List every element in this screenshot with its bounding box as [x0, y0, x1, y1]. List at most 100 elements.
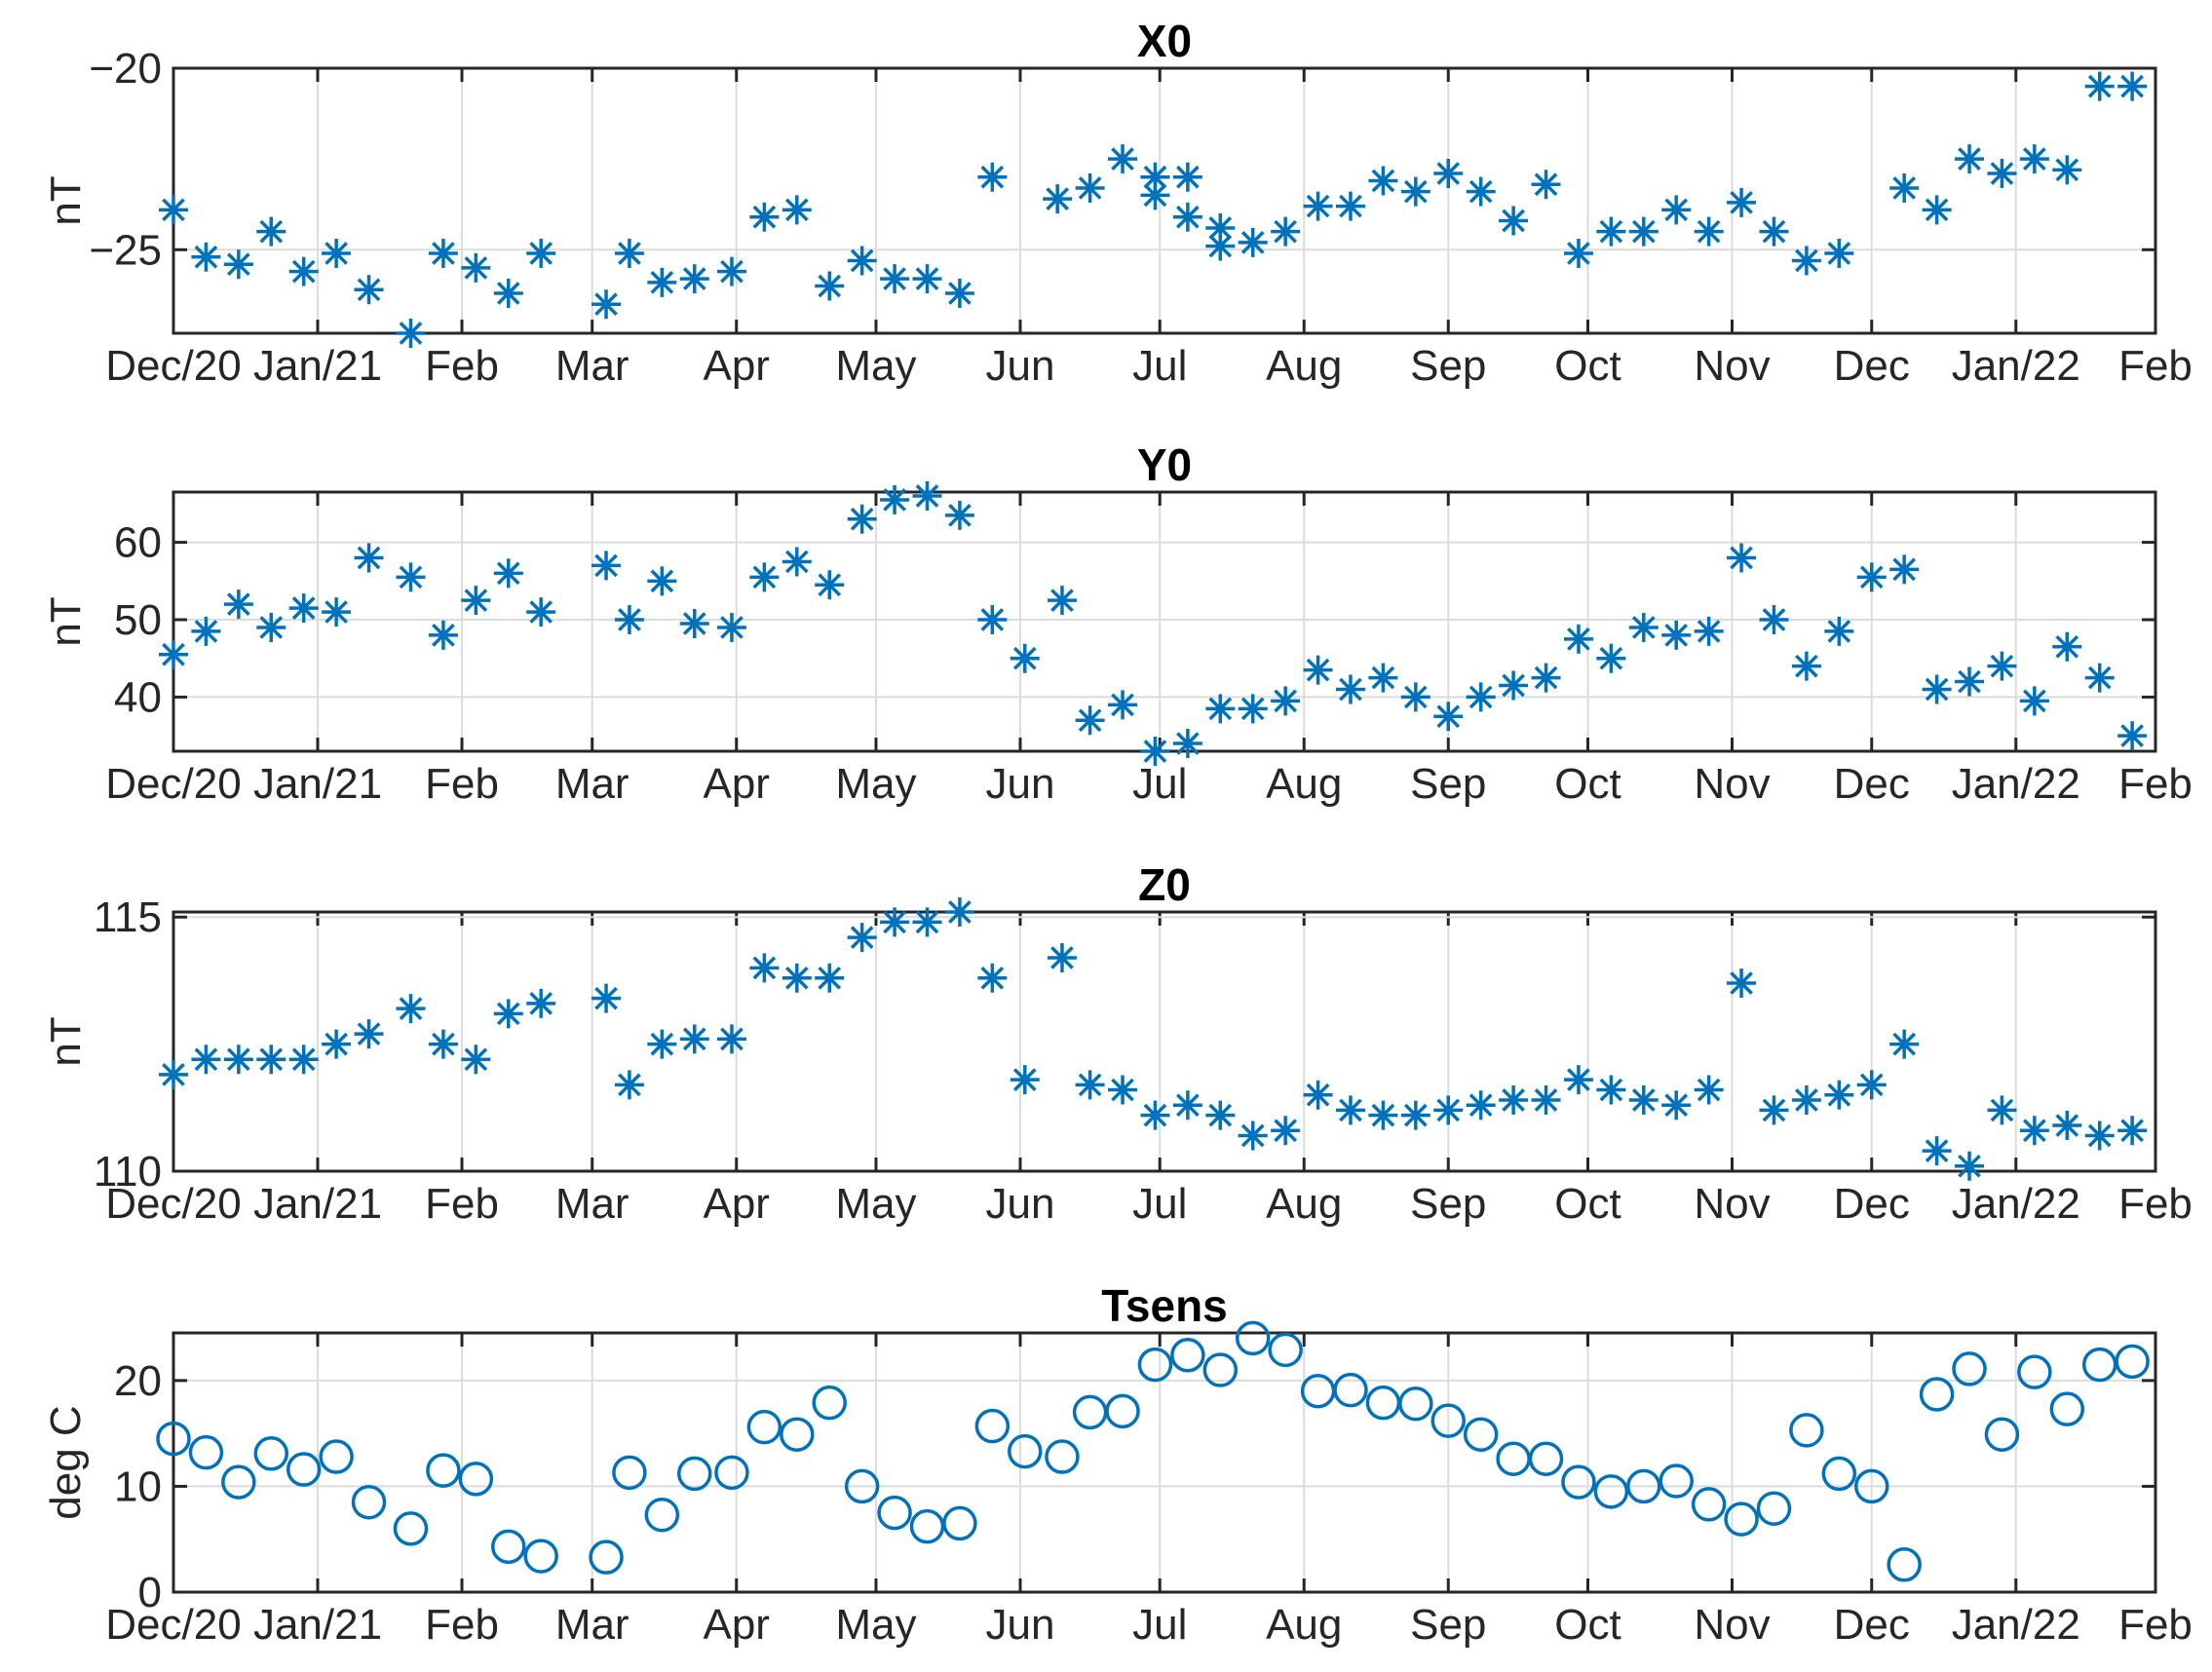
z0-point	[1759, 1095, 1789, 1125]
y0-point	[1922, 674, 1952, 704]
tsens-point	[1789, 1413, 1824, 1448]
z0-point	[1889, 1029, 1920, 1059]
z0-point	[2052, 1111, 2082, 1141]
tsens-xtick-label: Aug	[1266, 1601, 1342, 1649]
z0-point	[1400, 1100, 1430, 1130]
tsens-point	[1952, 1351, 1987, 1387]
tsens-ytick-label: 20	[114, 1357, 162, 1405]
z0-point	[1694, 1075, 1724, 1105]
y0-point	[2019, 686, 2049, 716]
y0-point	[944, 500, 974, 530]
z0-ytick-label: 110	[94, 1148, 162, 1196]
x0-point	[1955, 144, 1985, 174]
x0-point	[679, 264, 709, 294]
x0-xtick-label: May	[835, 342, 916, 390]
z0-point	[1433, 1095, 1464, 1125]
y0-point	[1047, 586, 1077, 616]
y0-xtick-label: Oct	[1554, 760, 1621, 808]
z0-xtick-label: Jan/21	[253, 1180, 382, 1228]
z0-xtick-label: Apr	[703, 1180, 769, 1228]
z0-point	[1856, 1070, 1887, 1100]
x0-axes	[172, 66, 2157, 335]
z0-xtick-label: Feb	[2118, 1180, 2193, 1228]
z0-point	[1205, 1100, 1236, 1130]
z0-point	[591, 983, 622, 1013]
tsens-point	[426, 1453, 461, 1488]
x0-point	[1987, 159, 2017, 189]
tsens-point	[188, 1434, 224, 1470]
y0-point	[1759, 605, 1789, 635]
tsens-point	[2115, 1344, 2150, 1380]
z0-point	[428, 1029, 458, 1059]
tsens-point	[1105, 1393, 1140, 1429]
tsens-point	[1919, 1377, 1955, 1412]
y0-point	[191, 616, 221, 646]
y0-point	[815, 570, 845, 600]
x0-point	[1727, 187, 1757, 217]
x0-series	[159, 71, 2148, 348]
y0-point	[614, 605, 644, 635]
y0-xtick-label: Mar	[555, 760, 629, 808]
x0-point	[1368, 166, 1398, 196]
y0-point	[782, 547, 812, 577]
z0-point	[782, 963, 812, 993]
z0-title: Z0	[1138, 859, 1191, 910]
x0-xtick-label: Dec	[1834, 342, 1910, 390]
z0-xtick-label: Dec	[1834, 1180, 1910, 1228]
x0-point	[1628, 216, 1659, 247]
z0-point	[1563, 1065, 1593, 1095]
x0-point	[614, 239, 644, 269]
x0-point	[1140, 180, 1170, 210]
x0-xtick-label: Feb	[2118, 342, 2193, 390]
y0-point	[1368, 663, 1398, 693]
x0-point	[782, 195, 812, 225]
x0-point	[526, 239, 556, 269]
tsens-point	[612, 1455, 647, 1491]
z0-panel: Z0 nT Dec/20 Jan/21 Feb Mar Apr May Jun Jul Aug S…	[42, 859, 2193, 1228]
tsens-point	[1170, 1338, 1205, 1373]
y0-xtick-label: Dec	[1834, 760, 1910, 808]
x0-point	[191, 242, 221, 272]
z0-point	[647, 1029, 677, 1059]
tsens-point	[1268, 1332, 1303, 1368]
x0-point	[223, 249, 253, 280]
x0-point	[1922, 195, 1952, 225]
z0-point	[461, 1045, 491, 1075]
tsens-xtick-label: Mar	[555, 1601, 629, 1649]
z0-point	[1531, 1084, 1561, 1115]
tsens-xtick-label: Dec	[1834, 1601, 1910, 1649]
z0-xtick-label: Mar	[555, 1180, 629, 1228]
z0-point	[912, 907, 942, 937]
z0-xtick-label: May	[835, 1180, 916, 1228]
z0-xtick-label: Sep	[1410, 1180, 1486, 1228]
x0-point	[1303, 191, 1333, 221]
y0-point	[428, 620, 458, 650]
y0-point	[1238, 694, 1268, 724]
y0-ylabel: nT	[42, 596, 90, 646]
x0-point	[461, 252, 491, 283]
tsens-xtick-label: Apr	[703, 1601, 769, 1649]
z0-point	[1271, 1116, 1301, 1146]
tsens-xtick-label: Feb	[2118, 1601, 2193, 1649]
tsens-point	[1430, 1403, 1467, 1438]
tsens-ylabel: deg C	[42, 1405, 90, 1519]
z0-frame	[172, 910, 2157, 1173]
y0-panel: Y0 nT Dec/20 Jan/21 Feb Mar Apr May Jun Jul Aug S…	[42, 439, 2193, 808]
y0-point	[647, 566, 677, 596]
x0-point	[1466, 176, 1496, 207]
x0-point	[591, 289, 622, 320]
x0-point	[815, 271, 845, 301]
z0-point	[1075, 1070, 1105, 1100]
x0-point	[428, 239, 458, 269]
tsens-frame	[172, 1331, 2157, 1594]
y0-xtick-label: Jan/21	[253, 760, 382, 808]
tsens-point	[491, 1529, 526, 1565]
tsens-point	[319, 1439, 354, 1474]
x0-point	[1205, 231, 1236, 261]
x0-point	[1596, 216, 1626, 247]
y0-point	[716, 612, 746, 642]
y0-point	[1303, 655, 1333, 685]
z0-point	[191, 1045, 221, 1075]
z0-xtick-label: Jun	[986, 1180, 1055, 1228]
z0-point	[256, 1045, 286, 1075]
